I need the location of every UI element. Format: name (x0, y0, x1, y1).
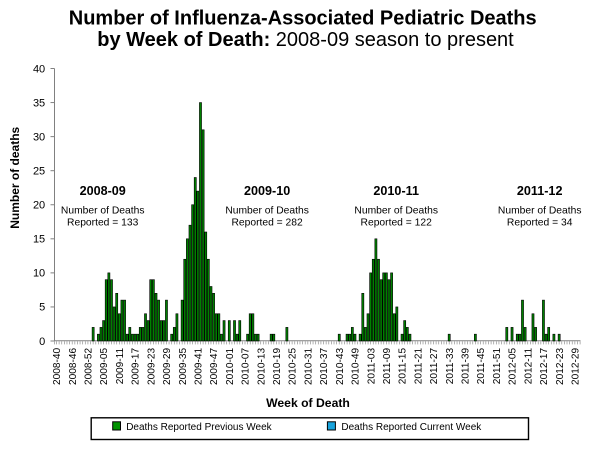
svg-text:2009-47: 2009-47 (209, 348, 220, 385)
svg-text:2012-17: 2012-17 (539, 348, 550, 385)
svg-text:2011-39: 2011-39 (461, 348, 472, 385)
svg-text:2009-41: 2009-41 (193, 348, 204, 385)
svg-text:Reported = 282: Reported = 282 (231, 217, 303, 228)
svg-text:2012-23: 2012-23 (555, 348, 566, 385)
svg-text:2011-51: 2011-51 (492, 348, 503, 385)
svg-text:2010-49: 2010-49 (351, 348, 362, 385)
svg-text:2010-07: 2010-07 (241, 348, 252, 385)
svg-text:10: 10 (33, 268, 45, 280)
svg-text:2012-05: 2012-05 (508, 348, 519, 385)
svg-text:2009-05: 2009-05 (99, 348, 110, 385)
svg-text:2011-03: 2011-03 (366, 348, 377, 385)
svg-text:Number of deaths: Number of deaths (8, 126, 22, 228)
svg-text:20: 20 (33, 200, 45, 212)
svg-text:2012-11: 2012-11 (523, 348, 534, 385)
svg-text:2010-31: 2010-31 (303, 348, 314, 385)
svg-text:2008-40: 2008-40 (52, 348, 63, 385)
svg-text:2012-29: 2012-29 (570, 348, 581, 385)
svg-text:2011-21: 2011-21 (413, 348, 424, 385)
svg-text:2009-17: 2009-17 (131, 348, 142, 385)
svg-text:Deaths Reported Current Week: Deaths Reported Current Week (341, 422, 482, 433)
svg-text:2009-10: 2009-10 (244, 184, 290, 198)
svg-text:2011-15: 2011-15 (398, 348, 409, 385)
svg-text:2008-46: 2008-46 (68, 348, 79, 385)
svg-text:2010-25: 2010-25 (288, 348, 299, 385)
svg-text:40: 40 (33, 63, 45, 75)
svg-text:Number of Deaths: Number of Deaths (354, 206, 438, 217)
svg-text:2008-52: 2008-52 (84, 348, 95, 385)
svg-text:2011-45: 2011-45 (476, 348, 487, 385)
svg-text:Deaths Reported Previous Week: Deaths Reported Previous Week (126, 422, 272, 433)
svg-text:2010-11: 2010-11 (373, 184, 419, 198)
svg-text:5: 5 (39, 302, 45, 314)
svg-text:25: 25 (33, 165, 45, 177)
svg-text:by Week of Death: 2008-09 seas: by Week of Death: 2008-09 season to pres… (97, 29, 514, 51)
svg-text:Number of Influenza-Associated: Number of Influenza-Associated Pediatric… (69, 8, 537, 30)
svg-text:2011-12: 2011-12 (517, 184, 563, 198)
svg-text:2010-19: 2010-19 (272, 348, 283, 385)
svg-text:2010-13: 2010-13 (256, 348, 267, 385)
svg-text:35: 35 (33, 97, 45, 109)
svg-text:Number of Deaths: Number of Deaths (225, 206, 309, 217)
svg-text:2011-09: 2011-09 (382, 348, 393, 385)
svg-text:Number of Deaths: Number of Deaths (61, 206, 145, 217)
svg-text:2008-09: 2008-09 (80, 184, 126, 198)
svg-text:Reported = 34: Reported = 34 (507, 217, 573, 228)
svg-text:2010-01: 2010-01 (225, 348, 236, 385)
svg-text:2009-35: 2009-35 (178, 348, 189, 385)
svg-text:Reported = 133: Reported = 133 (67, 217, 139, 228)
svg-text:2009-23: 2009-23 (146, 348, 157, 385)
svg-text:2011-27: 2011-27 (429, 348, 440, 385)
svg-text:0: 0 (39, 336, 45, 348)
svg-text:2009-29: 2009-29 (162, 348, 173, 385)
svg-text:30: 30 (33, 131, 45, 143)
svg-text:2009-11: 2009-11 (115, 348, 126, 385)
svg-text:2011-33: 2011-33 (445, 348, 456, 385)
svg-text:2010-43: 2010-43 (335, 348, 346, 385)
svg-text:15: 15 (33, 234, 45, 246)
svg-text:Number of Deaths: Number of Deaths (498, 206, 582, 217)
svg-text:Week of Death: Week of Death (266, 396, 350, 410)
svg-text:Reported = 122: Reported = 122 (361, 217, 433, 228)
svg-text:2010-37: 2010-37 (319, 348, 330, 385)
